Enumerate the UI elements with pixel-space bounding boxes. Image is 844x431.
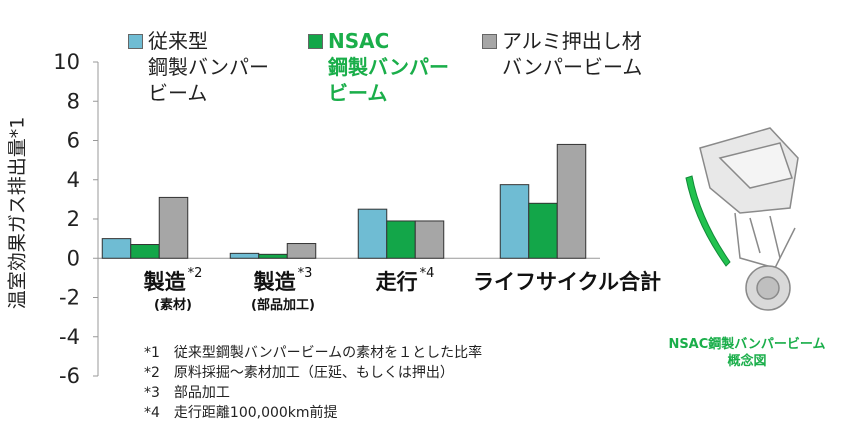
legend-label-3: アルミ押出し材 バンパービーム [502, 29, 643, 79]
bar-series2-cat1 [130, 244, 160, 259]
category-label-2: 製造 *3 (部品加工) [251, 266, 315, 313]
legend-swatch-2 [308, 34, 323, 49]
bumper-beam-illustration [685, 127, 799, 311]
bar-series2-cat4 [528, 202, 558, 259]
y-tick-label: 2 [67, 207, 80, 231]
bar-series2-cat2 [258, 253, 288, 259]
y-tick-label: 8 [67, 89, 80, 113]
bar-series1-cat4 [499, 184, 530, 259]
footnote-3: *3 部品加工 [144, 385, 230, 401]
legend-swatch-3 [482, 34, 497, 49]
footnote-4: *4 走行距離100,000km前提 [144, 405, 338, 421]
bar-series1-cat2 [229, 252, 260, 259]
bar-series3-cat2 [286, 243, 317, 259]
category-label-4: ライフサイクル合計 [473, 270, 661, 294]
category-label-3: 走行 *4 [375, 266, 435, 294]
legend-label-2: NSAC 鋼製バンパー ビーム [328, 29, 449, 105]
bar-series2-cat3 [386, 220, 416, 259]
bar-series3-cat3 [414, 220, 445, 259]
y-axis-label: 温室効果ガス排出量*1 [2, 103, 30, 323]
legend-label-1: 従来型 鋼製バンパー ビーム [148, 29, 269, 105]
footnote-2: *2 原料採掘～素材加工（圧延、もしくは押出） [144, 365, 454, 381]
bar-series1-cat1 [101, 238, 132, 259]
bar-series1-cat3 [357, 208, 388, 259]
legend-item-2: NSAC 鋼製バンパー ビーム [308, 28, 449, 106]
y-axis-label-text: 温室効果ガス排出量*1 [6, 116, 29, 310]
y-tick-label: 4 [67, 168, 80, 192]
legend-swatch-1 [128, 34, 143, 49]
y-tick-label: -2 [59, 286, 80, 310]
bar-series3-cat1 [158, 196, 189, 259]
legend-item-3: アルミ押出し材 バンパービーム [482, 28, 642, 80]
category-label-1: 製造 *2 (素材) [143, 266, 203, 313]
y-tick-label: -6 [59, 364, 80, 388]
footnotes: *1 従来型鋼製バンパービームの素材を１とした比率 *2 原料採掘～素材加工（圧… [144, 343, 482, 423]
bar-series3-cat4 [556, 143, 587, 259]
y-tick-label: 0 [67, 246, 80, 270]
y-tick-label: -4 [59, 325, 80, 349]
footnote-1: *1 従来型鋼製バンパービームの素材を１とした比率 [144, 345, 483, 361]
y-tick-label: 10 [53, 50, 80, 74]
legend-item-1: 従来型 鋼製バンパー ビーム [128, 28, 269, 106]
y-tick-label: 6 [67, 129, 80, 153]
illustration-caption: NSAC鋼製バンパービーム 概念図 [668, 337, 826, 369]
